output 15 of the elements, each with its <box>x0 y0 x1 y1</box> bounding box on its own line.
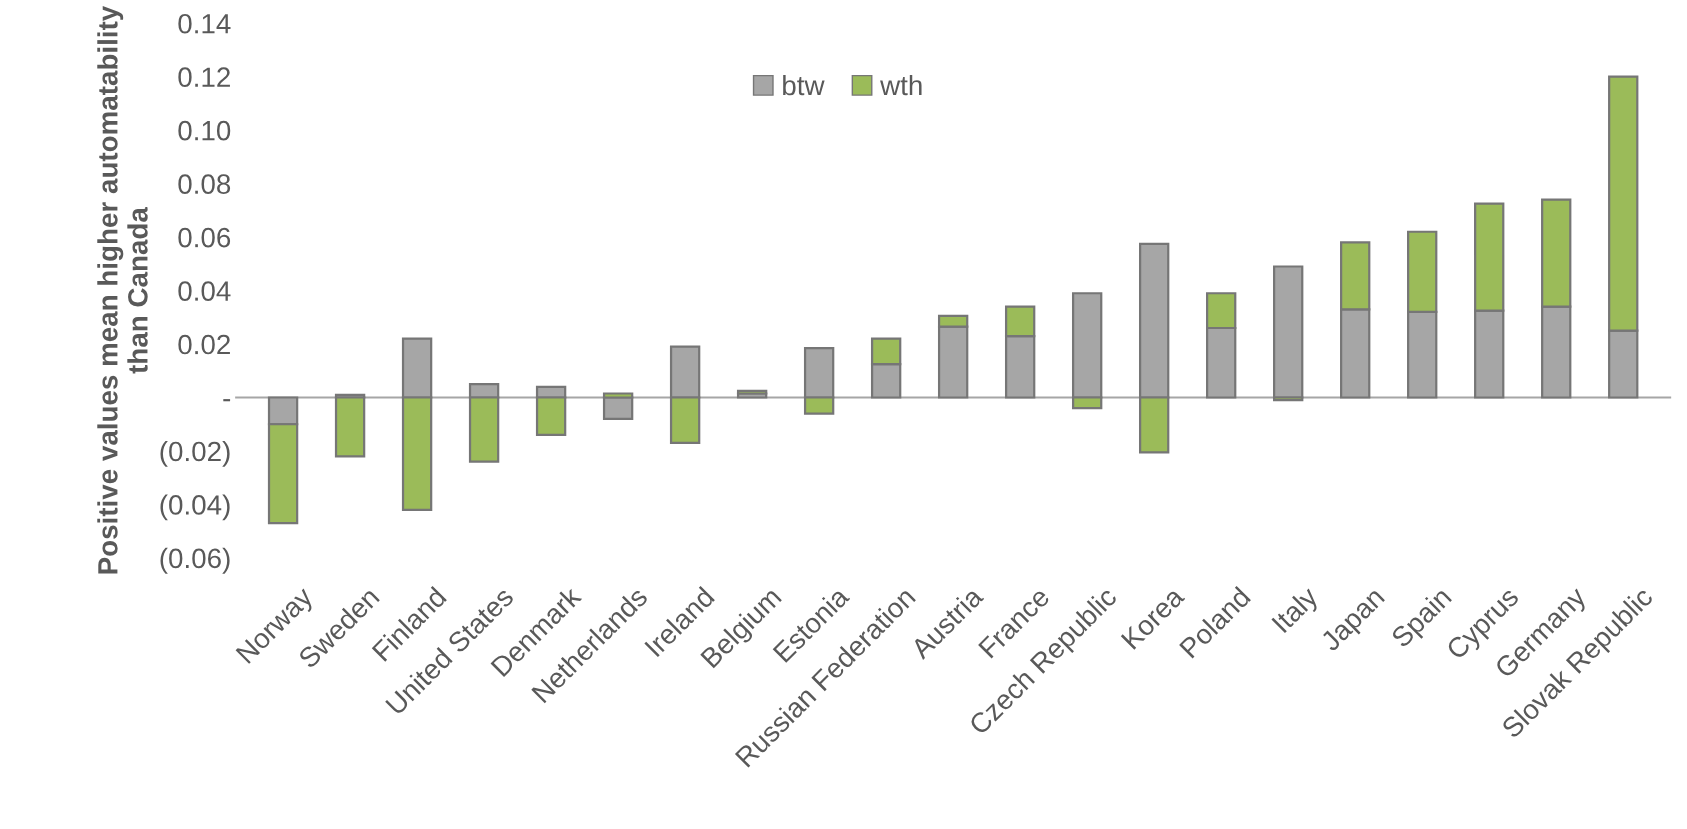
y-tick-label: 0.06 <box>178 227 231 248</box>
y-tick-label: (0.06) <box>160 547 230 574</box>
y-tick-label: 0.14 <box>178 13 231 34</box>
y-tick-label: 0.12 <box>178 67 230 88</box>
y-axis-title: Positive values mean higher automatability than Canada <box>97 5 148 574</box>
y-tick-label: (0.04) <box>160 494 230 521</box>
y-tick-label: 0.02 <box>178 334 230 355</box>
y-tick-label: 0.08 <box>178 174 231 194</box>
x-tick-label: Italy <box>1270 584 1324 638</box>
legend-label: wth <box>880 74 922 96</box>
legend-label: btw <box>783 74 825 96</box>
y-tick-label: 0.10 <box>178 120 231 141</box>
y-tick-label: (0.02) <box>160 440 230 467</box>
y-tick-label: 0.04 <box>178 281 231 301</box>
y-tick-label: - <box>223 399 231 402</box>
